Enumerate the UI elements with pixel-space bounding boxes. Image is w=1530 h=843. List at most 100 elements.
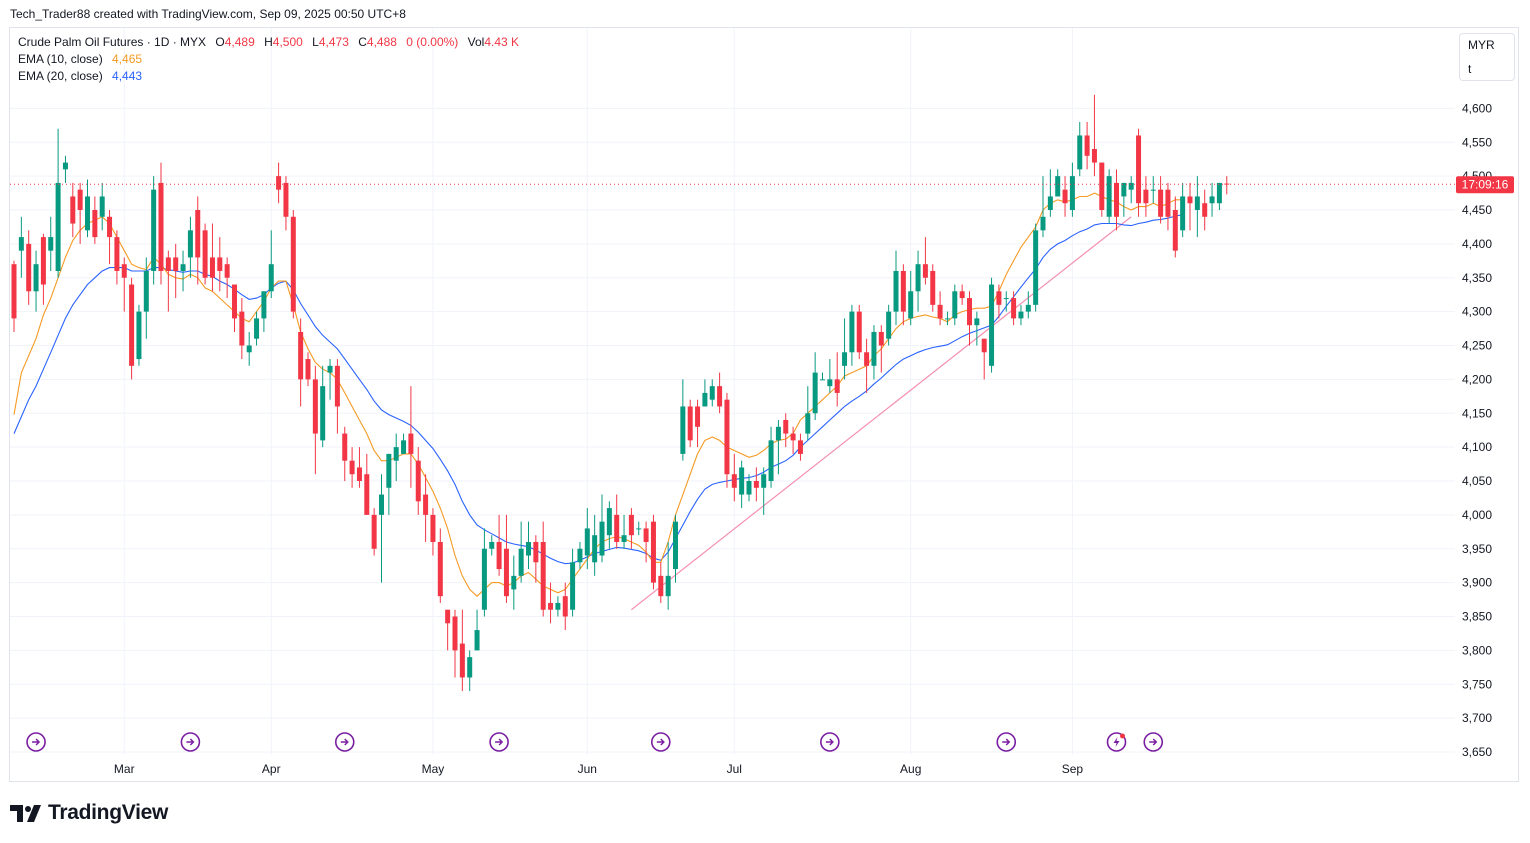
candle-body[interactable] bbox=[283, 182, 289, 217]
candle-body[interactable] bbox=[1187, 196, 1193, 204]
legend-ema10-row[interactable]: EMA (10, close) 4,465 bbox=[18, 51, 519, 68]
candle-body[interactable] bbox=[1047, 196, 1053, 210]
candle-body[interactable] bbox=[496, 541, 502, 570]
candle-body[interactable] bbox=[687, 406, 693, 441]
trendline[interactable] bbox=[631, 216, 1132, 611]
candle-body[interactable] bbox=[224, 264, 230, 278]
candle-body[interactable] bbox=[614, 514, 620, 542]
candle-body[interactable] bbox=[423, 494, 429, 515]
candle-body[interactable] bbox=[944, 318, 950, 320]
candle-body[interactable] bbox=[40, 237, 46, 285]
candle-body[interactable] bbox=[511, 575, 517, 590]
candle-body[interactable] bbox=[55, 182, 61, 271]
candle-body[interactable] bbox=[1040, 216, 1046, 231]
candle-body[interactable] bbox=[246, 345, 252, 353]
candle-body[interactable] bbox=[739, 467, 745, 495]
candle-body[interactable] bbox=[797, 440, 803, 454]
candle-body[interactable] bbox=[584, 528, 590, 556]
candle-body[interactable] bbox=[107, 216, 113, 238]
candle-body[interactable] bbox=[533, 541, 539, 563]
candle-body[interactable] bbox=[209, 257, 215, 278]
candle-body[interactable] bbox=[151, 189, 157, 271]
candle-body[interactable] bbox=[1172, 210, 1178, 251]
candle-body[interactable] bbox=[1033, 230, 1039, 305]
ema20-line[interactable] bbox=[13, 214, 1183, 565]
candle-body[interactable] bbox=[18, 237, 24, 251]
candle-body[interactable] bbox=[658, 575, 664, 597]
candle-body[interactable] bbox=[408, 433, 414, 454]
candle-body[interactable] bbox=[1121, 182, 1127, 197]
candle-body[interactable] bbox=[974, 318, 980, 326]
candle-body[interactable] bbox=[628, 514, 634, 536]
candle-body[interactable] bbox=[570, 562, 576, 610]
candle-body[interactable] bbox=[1106, 176, 1112, 217]
candle-body[interactable] bbox=[349, 460, 355, 475]
candle-body[interactable] bbox=[371, 514, 377, 549]
candle-body[interactable] bbox=[702, 392, 708, 407]
candle-body[interactable] bbox=[709, 386, 715, 400]
candle-body[interactable] bbox=[548, 602, 554, 610]
candle-body[interactable] bbox=[1194, 196, 1200, 210]
candle-body[interactable] bbox=[783, 420, 789, 434]
candle-body[interactable] bbox=[261, 291, 267, 319]
candle-body[interactable] bbox=[540, 541, 546, 610]
candle-body[interactable] bbox=[114, 237, 120, 271]
candle-body[interactable] bbox=[379, 494, 384, 515]
candle-body[interactable] bbox=[606, 508, 612, 536]
tradingview-logo[interactable]: TradingView bbox=[10, 800, 168, 826]
candle-body[interactable] bbox=[562, 596, 568, 617]
candle-body[interactable] bbox=[503, 548, 509, 597]
candle-body[interactable] bbox=[636, 528, 642, 530]
candle-body[interactable] bbox=[1018, 311, 1024, 319]
candle-body[interactable] bbox=[290, 216, 296, 312]
candle-body[interactable] bbox=[136, 311, 142, 360]
candle-body[interactable] bbox=[1158, 189, 1164, 217]
candle-body[interactable] bbox=[952, 291, 958, 319]
candle-body[interactable] bbox=[92, 210, 98, 238]
candle-body[interactable] bbox=[768, 440, 774, 481]
candle-body[interactable] bbox=[1165, 189, 1171, 217]
candle-body[interactable] bbox=[276, 176, 282, 190]
candle-body[interactable] bbox=[724, 399, 730, 475]
currency-unit-selector[interactable]: MYR t bbox=[1459, 33, 1515, 81]
candle-body[interactable] bbox=[849, 311, 855, 353]
candle-body[interactable] bbox=[886, 311, 892, 339]
candle-body[interactable] bbox=[577, 548, 583, 563]
candle-body[interactable] bbox=[143, 270, 149, 312]
candle-body[interactable] bbox=[129, 284, 135, 366]
candle-body[interactable] bbox=[1084, 135, 1090, 156]
candle-body[interactable] bbox=[489, 541, 495, 549]
candle-body[interactable] bbox=[761, 474, 767, 488]
candle-body[interactable] bbox=[85, 196, 90, 231]
candle-body[interactable] bbox=[673, 521, 678, 570]
candle-body[interactable] bbox=[232, 284, 237, 319]
candle-body[interactable] bbox=[731, 474, 737, 488]
candle-body[interactable] bbox=[915, 264, 921, 292]
candle-body[interactable] bbox=[820, 379, 825, 381]
candle-body[interactable] bbox=[202, 230, 208, 278]
candle-body[interactable] bbox=[555, 602, 561, 610]
candle-body[interactable] bbox=[26, 243, 32, 292]
candle-body[interactable] bbox=[1025, 304, 1031, 312]
candle-body[interactable] bbox=[996, 291, 1002, 305]
candle-body[interactable] bbox=[981, 338, 987, 353]
candle-body[interactable] bbox=[856, 311, 862, 353]
candle-body[interactable] bbox=[1216, 182, 1222, 204]
candle-body[interactable] bbox=[834, 379, 840, 393]
candle-body[interactable] bbox=[1209, 196, 1215, 204]
candle-body[interactable] bbox=[298, 331, 304, 380]
candle-body[interactable] bbox=[320, 386, 326, 441]
candle-body[interactable] bbox=[989, 284, 995, 366]
symbol-title[interactable]: Crude Palm Oil Futures · 1D · MYX bbox=[18, 35, 207, 49]
candle-body[interactable] bbox=[173, 257, 179, 271]
candle-body[interactable] bbox=[48, 237, 54, 251]
candle-body[interactable] bbox=[900, 270, 906, 312]
candle-body[interactable] bbox=[187, 230, 193, 258]
candle-body[interactable] bbox=[967, 298, 972, 326]
candle-body[interactable] bbox=[437, 541, 443, 597]
candle-body[interactable] bbox=[459, 643, 465, 678]
candle-body[interactable] bbox=[1003, 298, 1009, 300]
candle-body[interactable] bbox=[217, 257, 223, 271]
candle-body[interactable] bbox=[77, 189, 83, 210]
